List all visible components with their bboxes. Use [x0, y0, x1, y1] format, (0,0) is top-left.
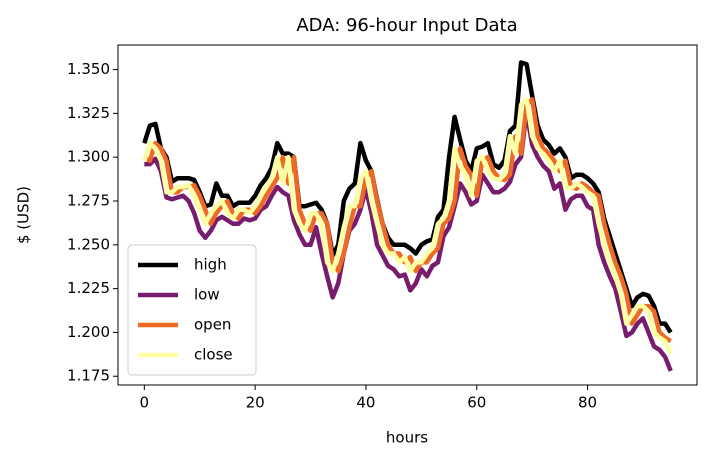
line-close — [142, 97, 673, 355]
line-low — [144, 109, 673, 372]
x-tick-label: 0 — [140, 394, 150, 412]
y-tick-label: 1.250 — [67, 235, 110, 253]
legend-label: close — [194, 346, 233, 364]
y-tick-label: 1.350 — [67, 60, 110, 78]
y-axis-label: $ (USD) — [15, 186, 33, 244]
x-axis-label: hours — [386, 429, 428, 447]
plot-frame — [117, 44, 698, 386]
legend: high low open close — [127, 244, 257, 376]
legend-box — [127, 244, 257, 376]
y-tick-label: 1.300 — [67, 148, 110, 166]
y-tick-label: 1.275 — [67, 191, 110, 209]
legend-label: low — [194, 286, 220, 304]
x-tick-label: 20 — [246, 394, 265, 412]
x-tick-label: 60 — [467, 394, 486, 412]
chart-title: ADA: 96-hour Input Data — [296, 15, 517, 36]
y-tick-label: 1.225 — [67, 279, 110, 297]
legend-label: high — [194, 256, 227, 274]
y-tick-label: 1.200 — [67, 323, 110, 341]
x-tick-label: 40 — [356, 394, 375, 412]
legend-label: open — [194, 316, 231, 334]
x-tick-label: 80 — [578, 394, 597, 412]
y-tick-label: 1.175 — [67, 367, 110, 385]
y-tick-label: 1.325 — [67, 104, 110, 122]
line-high — [142, 60, 673, 334]
